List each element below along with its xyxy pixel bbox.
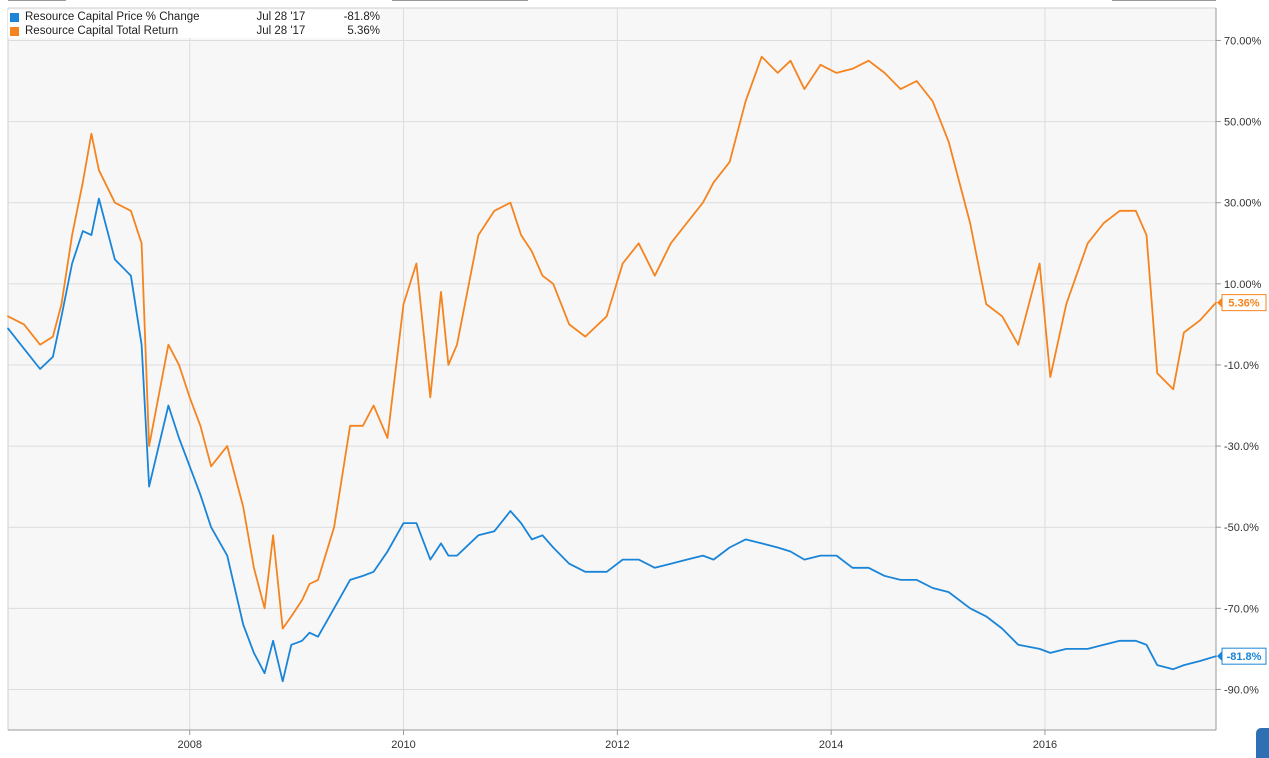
grid-lines	[8, 8, 1216, 730]
legend-series-name: Resource Capital Total Return	[25, 25, 179, 37]
y-tick-label: -90.0%	[1224, 684, 1259, 696]
series-line-price-change	[7, 197, 1217, 683]
top-tab-divider-left	[8, 0, 66, 1]
end-label-text: -81.8%	[1227, 651, 1262, 663]
x-tick-label: 2008	[177, 739, 201, 751]
legend-date: Jul 28 '17	[256, 25, 306, 37]
legend-series-name: Resource Capital Price % Change	[25, 11, 200, 23]
y-tick-label: 10.00%	[1224, 279, 1262, 291]
legend-row-total-return[interactable]: Resource Capital Total Return Jul 28 '17…	[8, 24, 380, 38]
series-line-total-return	[7, 55, 1217, 630]
series-lines	[7, 55, 1217, 683]
end-label-box	[1221, 647, 1267, 665]
legend-row-price-change[interactable]: Resource Capital Price % Change Jul 28 '…	[8, 10, 380, 24]
chart-legend: Resource Capital Price % Change Jul 28 '…	[8, 10, 380, 38]
x-tick-label: 2010	[391, 739, 415, 751]
end-label-price-change: -81.8%	[1217, 647, 1267, 665]
end-label-box	[1221, 294, 1267, 312]
scroll-handle[interactable]	[1256, 728, 1269, 758]
end-label-total-return: 5.36%	[1217, 294, 1267, 312]
plot-background	[7, 7, 1217, 731]
end-label-pointer	[1217, 297, 1222, 308]
x-tick-label: 2016	[1033, 739, 1057, 751]
top-tab-divider-right	[1112, 0, 1216, 1]
end-label-text: 5.36%	[1228, 298, 1259, 310]
y-tick-label: -10.0%	[1224, 360, 1259, 372]
end-label-pointer	[1217, 651, 1222, 662]
top-tab-divider-mid	[392, 0, 528, 1]
y-tick-label: -70.0%	[1224, 603, 1259, 615]
y-axis-ticks: 70.00% 50.00% 30.00% 10.00% -10.0% -30.0% -50.…	[1216, 35, 1262, 696]
legend-value: 5.36%	[347, 25, 380, 37]
y-tick-label: 50.00%	[1224, 117, 1262, 129]
end-value-labels: -81.8% 5.36%	[1217, 294, 1267, 665]
y-tick-label: 70.00%	[1224, 35, 1262, 47]
x-tick-label: 2012	[605, 739, 629, 751]
legend-value: -81.8%	[343, 11, 380, 23]
legend-date: Jul 28 '17	[256, 11, 306, 23]
x-axis-ticks: 2008 2010 2012 2014 2016	[177, 730, 1057, 751]
legend-swatch-total-return	[10, 26, 19, 36]
y-tick-label: -30.0%	[1224, 441, 1259, 453]
x-tick-label: 2014	[819, 739, 843, 751]
y-tick-label: -50.0%	[1224, 522, 1259, 534]
legend-swatch-price-change	[10, 12, 19, 22]
y-tick-label: 30.00%	[1224, 198, 1262, 210]
